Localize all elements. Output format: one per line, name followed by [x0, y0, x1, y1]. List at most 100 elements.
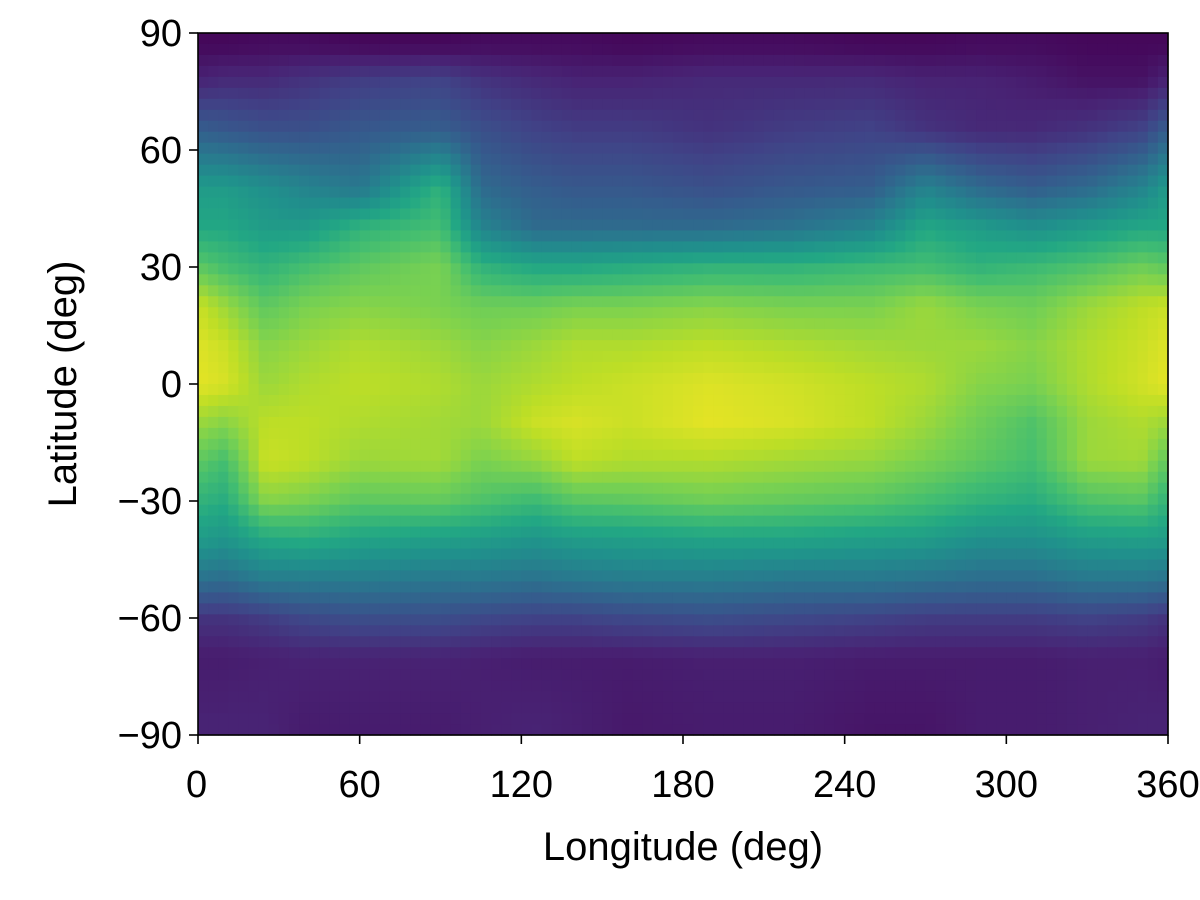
heatmap-cell [672, 131, 684, 144]
heatmap-cell [339, 230, 351, 243]
heatmap-cell [319, 219, 330, 232]
heatmap-cell [672, 296, 684, 308]
heatmap-cell [1016, 449, 1028, 462]
heatmap-cell [874, 186, 886, 199]
heatmap-cell [1137, 296, 1149, 308]
heatmap-cell [349, 307, 361, 319]
heatmap-cell [693, 186, 704, 199]
heatmap-cell [420, 515, 431, 528]
heatmap-cell [531, 515, 543, 528]
heatmap-cell [501, 537, 512, 550]
heatmap-cell [369, 208, 381, 221]
heatmap-cell [713, 548, 725, 561]
heatmap-cell [268, 197, 280, 210]
heatmap-cell [976, 164, 987, 177]
heatmap-cell [1066, 307, 1078, 319]
heatmap-cell [339, 87, 351, 100]
heatmap-cell [965, 548, 977, 561]
heatmap-cell [1127, 76, 1139, 89]
heatmap-cell [662, 197, 674, 210]
heatmap-cell [874, 362, 886, 374]
heatmap-cell [602, 87, 613, 100]
heatmap-cell [1087, 164, 1098, 177]
heatmap-cell [723, 592, 735, 604]
heatmap-cell [1006, 537, 1018, 550]
heatmap-cell [965, 263, 977, 275]
heatmap-cell [844, 186, 856, 199]
heatmap-cell [1056, 76, 1068, 89]
heatmap-cell [1077, 537, 1088, 550]
heatmap-cell [389, 449, 401, 462]
heatmap-cell [1117, 427, 1129, 440]
heatmap-cell [683, 274, 694, 286]
heatmap-cell [198, 493, 209, 506]
heatmap-cell [440, 274, 452, 286]
heatmap-cell [703, 384, 714, 396]
heatmap-cell [1127, 87, 1139, 100]
heatmap-cell [955, 230, 967, 243]
heatmap-cell [430, 493, 442, 506]
heatmap-cell [288, 142, 300, 155]
heatmap-cell [1026, 131, 1038, 144]
heatmap-cell [208, 208, 219, 221]
heatmap-cell [602, 252, 613, 264]
heatmap-cell [804, 263, 815, 275]
heatmap-cell [864, 120, 876, 133]
heatmap-cell [571, 197, 583, 210]
heatmap-cell [561, 87, 573, 100]
heatmap-cell [794, 362, 805, 374]
heatmap-cell [581, 54, 593, 67]
heatmap-cell [885, 241, 896, 253]
heatmap-cell [521, 197, 533, 210]
heatmap-cell [460, 263, 472, 275]
heatmap-cell [632, 285, 644, 297]
heatmap-cell [248, 515, 260, 528]
heatmap-cell [299, 493, 310, 506]
heatmap-cell [1036, 230, 1048, 243]
heatmap-cell [612, 416, 623, 429]
heatmap-cell [1147, 340, 1159, 352]
heatmap-cell [612, 515, 623, 528]
heatmap-cell [531, 76, 543, 89]
heatmap-cell [521, 548, 533, 561]
heatmap-cell [1046, 197, 1058, 210]
heatmap-cell [400, 581, 411, 594]
heatmap-cell [349, 175, 361, 188]
heatmap-cell [430, 384, 442, 396]
heatmap-cell [278, 427, 290, 440]
heatmap-cell [854, 405, 866, 418]
heatmap-cell [683, 548, 694, 561]
heatmap-cell [935, 504, 947, 517]
heatmap-cell [470, 592, 482, 604]
heatmap-cell [1077, 109, 1088, 122]
heatmap-cell [652, 449, 664, 462]
heatmap-cell [1006, 405, 1018, 418]
heatmap-cell [652, 351, 664, 363]
heatmap-cell [258, 197, 270, 210]
heatmap-cell [622, 493, 634, 506]
heatmap-cell [693, 416, 704, 429]
heatmap-cell [794, 274, 805, 286]
heatmap-cell [309, 109, 320, 122]
heatmap-cell [743, 504, 755, 517]
heatmap-cell [1107, 515, 1119, 528]
heatmap-cell [571, 340, 583, 352]
heatmap-cell [1056, 274, 1068, 286]
heatmap-cell [379, 318, 391, 330]
heatmap-cell [480, 153, 492, 166]
heatmap-cell [228, 416, 240, 429]
heatmap-cell [198, 208, 209, 221]
heatmap-cell [309, 581, 320, 594]
heatmap-cell [1107, 197, 1119, 210]
heatmap-cell [450, 493, 462, 506]
heatmap-cell [1026, 252, 1038, 264]
heatmap-cell [339, 241, 351, 253]
heatmap-cell [278, 581, 290, 594]
heatmap-cell [955, 54, 967, 67]
heatmap-cell [996, 274, 1007, 286]
heatmap-cell [288, 153, 300, 166]
heatmap-cell [218, 76, 229, 89]
heatmap-cell [531, 153, 543, 166]
heatmap-cell [713, 33, 725, 45]
heatmap-cell [1077, 164, 1088, 177]
